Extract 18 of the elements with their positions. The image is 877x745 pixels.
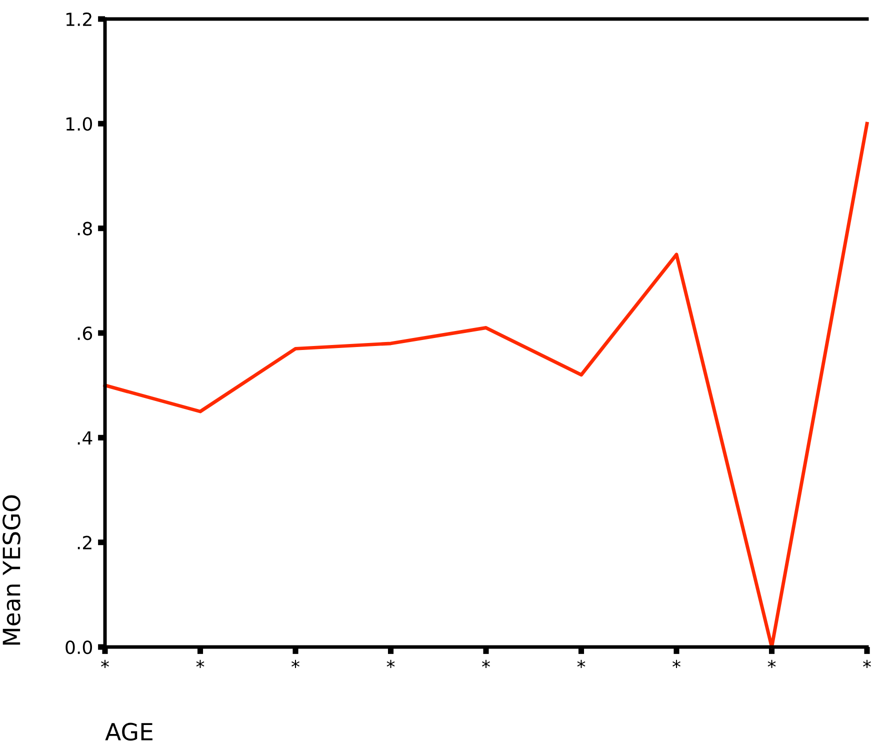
y-tick-label: 1.2 (66, 12, 92, 26)
y-tick-label: .6 (78, 326, 92, 340)
x-tick-label: * (482, 660, 490, 668)
y-tick-label: .4 (78, 431, 92, 445)
y-axis-title: Mean YESGO (2, 495, 20, 645)
x-tick-label: * (196, 660, 204, 668)
x-tick-label: * (577, 660, 586, 668)
x-tick-label: * (863, 660, 871, 668)
y-tick-label: 0.0 (66, 640, 92, 654)
x-tick-label: * (672, 660, 680, 668)
x-axis-title: AGE (105, 722, 152, 741)
x-tick-label: * (292, 660, 300, 668)
y-tick-label: .2 (78, 536, 92, 550)
y-tick-label: 1.0 (66, 117, 92, 131)
x-tick-label: * (101, 660, 109, 668)
x-tick-label: * (768, 660, 776, 668)
x-tick-label: * (386, 660, 395, 668)
y-tick-label: .8 (78, 222, 92, 236)
